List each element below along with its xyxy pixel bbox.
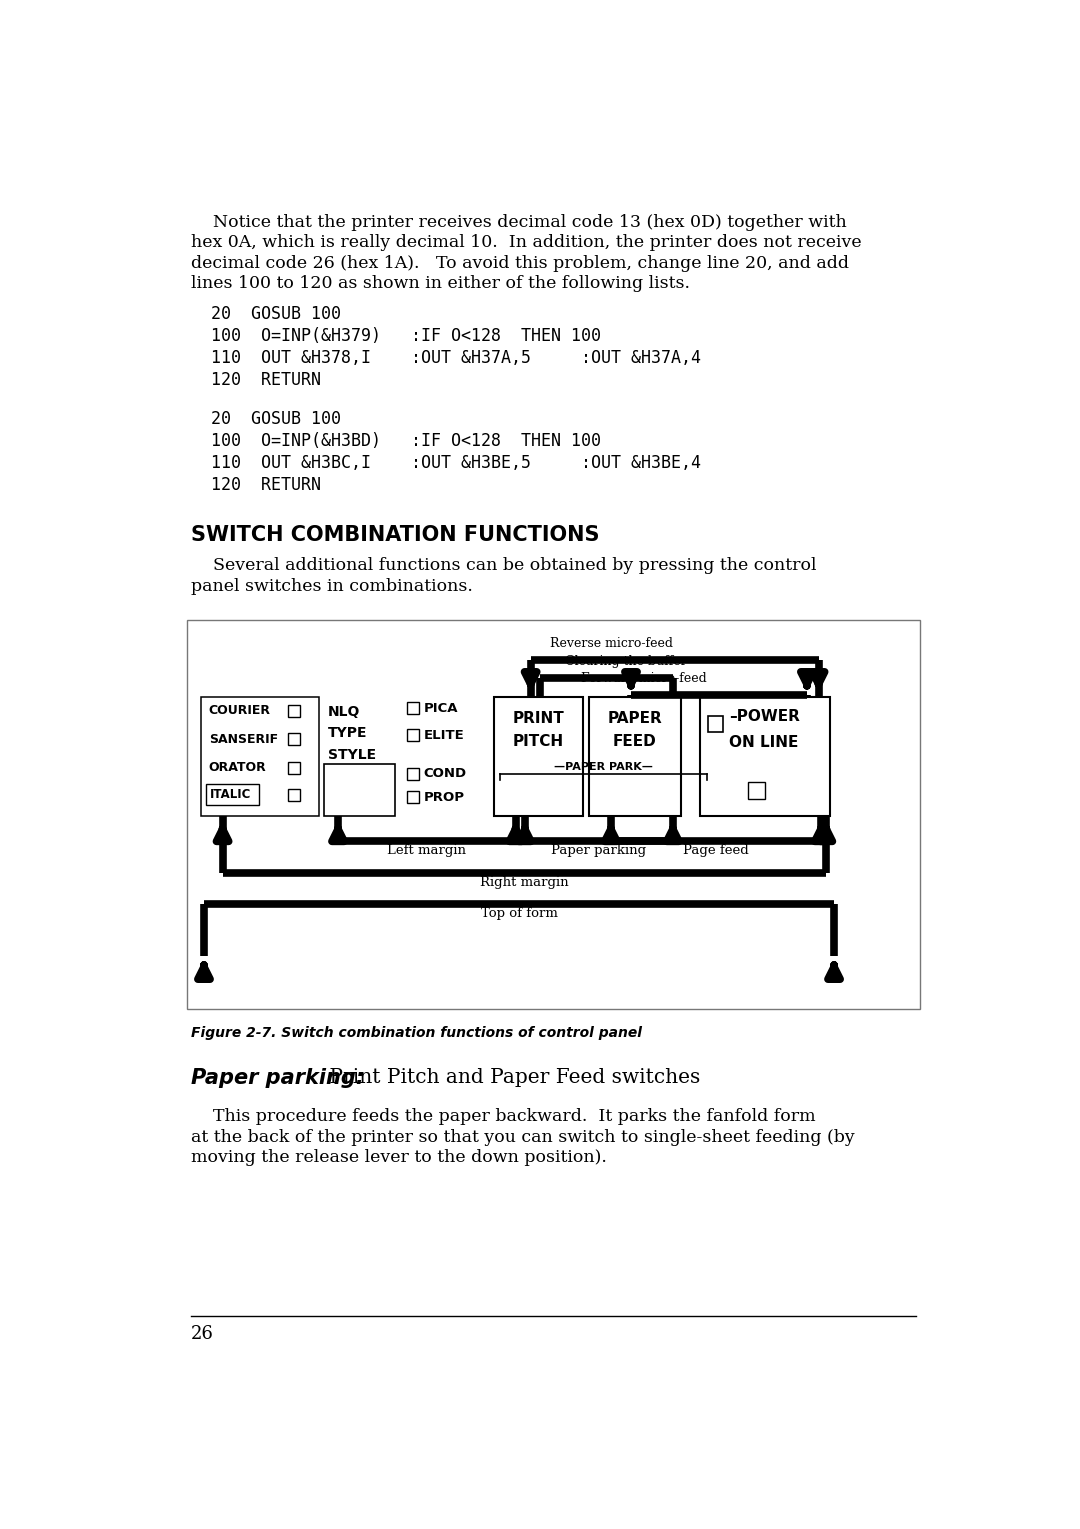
Text: Paper parking: Paper parking: [551, 844, 647, 856]
Text: STYLE: STYLE: [328, 748, 376, 761]
Text: 26: 26: [191, 1326, 214, 1344]
Text: ON LINE: ON LINE: [729, 735, 799, 751]
Text: Page feed: Page feed: [683, 844, 748, 856]
Text: 120  RETURN: 120 RETURN: [191, 372, 321, 388]
Text: ORATOR: ORATOR: [208, 761, 267, 774]
Text: Several additional functions can be obtained by pressing the control: Several additional functions can be obta…: [191, 557, 816, 573]
Text: ITALIC: ITALIC: [211, 789, 252, 801]
Text: COND: COND: [423, 768, 467, 780]
Bar: [590, 697, 680, 816]
Text: 20  GOSUB 100: 20 GOSUB 100: [191, 306, 341, 323]
Bar: [324, 764, 395, 816]
Text: PITCH: PITCH: [513, 734, 564, 749]
Text: NLQ: NLQ: [328, 705, 361, 719]
Bar: [187, 619, 920, 1009]
Text: TYPE: TYPE: [328, 726, 367, 740]
Text: 20  GOSUB 100: 20 GOSUB 100: [191, 410, 341, 428]
Text: This procedure feeds the paper backward.  It parks the fanfold form: This procedure feeds the paper backward.…: [191, 1109, 815, 1125]
Text: PROP: PROP: [423, 790, 464, 804]
Text: –POWER: –POWER: [729, 709, 800, 725]
Bar: [407, 768, 419, 780]
Bar: [707, 716, 724, 731]
Bar: [287, 734, 299, 745]
Text: Figure 2-7. Switch combination functions of control panel: Figure 2-7. Switch combination functions…: [191, 1026, 642, 1040]
Text: moving the release lever to the down position).: moving the release lever to the down pos…: [191, 1150, 607, 1167]
Text: Print Pitch and Paper Feed switches: Print Pitch and Paper Feed switches: [323, 1069, 700, 1087]
Text: Reverse micro-feed: Reverse micro-feed: [550, 638, 673, 650]
Text: Notice that the printer receives decimal code 13 (hex 0D) together with: Notice that the printer receives decimal…: [191, 214, 847, 231]
Text: decimal code 26 (hex 1A).   To avoid this problem, change line 20, and add: decimal code 26 (hex 1A). To avoid this …: [191, 255, 849, 272]
Bar: [748, 783, 765, 800]
Text: SANSERIF: SANSERIF: [208, 732, 278, 746]
Bar: [206, 784, 259, 804]
Text: panel switches in combinations.: panel switches in combinations.: [191, 578, 473, 595]
Bar: [287, 761, 299, 774]
Text: —PAPER PARK—: —PAPER PARK—: [554, 763, 653, 772]
Bar: [700, 697, 831, 816]
Text: at the back of the printer so that you can switch to single-sheet feeding (by: at the back of the printer so that you c…: [191, 1128, 854, 1145]
Text: Right margin: Right margin: [481, 876, 569, 890]
Text: SWITCH COMBINATION FUNCTIONS: SWITCH COMBINATION FUNCTIONS: [191, 524, 599, 544]
Text: ELITE: ELITE: [423, 729, 464, 742]
Text: PAPER: PAPER: [607, 711, 662, 726]
Bar: [494, 697, 583, 816]
Text: 120  RETURN: 120 RETURN: [191, 476, 321, 494]
Bar: [407, 790, 419, 803]
Text: lines 100 to 120 as shown in either of the following lists.: lines 100 to 120 as shown in either of t…: [191, 275, 690, 292]
Bar: [287, 705, 299, 717]
Text: hex 0A, which is really decimal 10.  In addition, the printer does not receive: hex 0A, which is really decimal 10. In a…: [191, 234, 862, 251]
Bar: [201, 697, 319, 816]
Text: Paper parking:: Paper parking:: [191, 1069, 364, 1089]
Text: 100  O=INP(&H379)   :IF O<128  THEN 100: 100 O=INP(&H379) :IF O<128 THEN 100: [191, 327, 600, 346]
Bar: [287, 789, 299, 801]
Bar: [407, 729, 419, 742]
Text: 110  OUT &H378,I    :OUT &H37A,5     :OUT &H37A,4: 110 OUT &H378,I :OUT &H37A,5 :OUT &H37A,…: [191, 349, 701, 367]
Text: PICA: PICA: [423, 702, 458, 716]
Text: Clearing the buffer: Clearing the buffer: [565, 654, 687, 668]
Bar: [407, 702, 419, 714]
Text: 110  OUT &H3BC,I    :OUT &H3BE,5     :OUT &H3BE,4: 110 OUT &H3BC,I :OUT &H3BE,5 :OUT &H3BE,…: [191, 454, 701, 472]
Text: FEED: FEED: [613, 734, 657, 749]
Text: 100  O=INP(&H3BD)   :IF O<128  THEN 100: 100 O=INP(&H3BD) :IF O<128 THEN 100: [191, 433, 600, 450]
Text: COURIER: COURIER: [208, 705, 271, 717]
Text: Forward micro-feed: Forward micro-feed: [581, 673, 706, 685]
Text: Left margin: Left margin: [388, 844, 467, 856]
Text: Top of form: Top of form: [481, 907, 557, 920]
Text: PRINT: PRINT: [513, 711, 564, 726]
